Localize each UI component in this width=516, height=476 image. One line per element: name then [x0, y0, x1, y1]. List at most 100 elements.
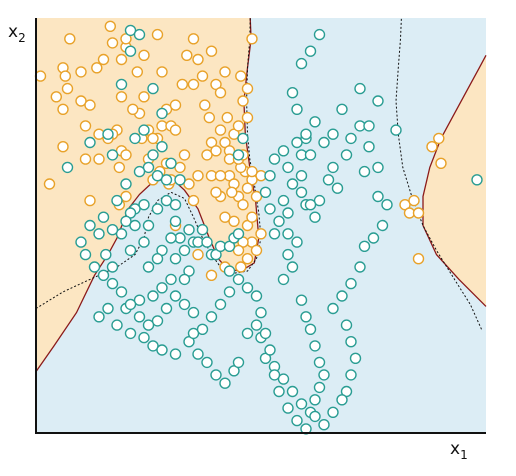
teal-point-155: [142, 319, 155, 331]
teal-point-91: [291, 236, 303, 248]
teal-point-24: [151, 203, 164, 215]
orange-point-109: [120, 149, 132, 161]
orange-point-100: [84, 99, 96, 111]
orange-point-105: [43, 178, 56, 190]
teal-point-190: [286, 86, 299, 99]
orange-point-28: [187, 33, 200, 45]
orange-point-61: [241, 82, 254, 95]
orange-point-104: [57, 103, 69, 116]
teal-point-193: [313, 28, 326, 41]
teal-point-159: [106, 277, 119, 290]
teal-point-125: [327, 302, 339, 315]
teal-point-175: [156, 107, 168, 120]
teal-point-170: [156, 140, 168, 153]
teal-point-62: [169, 348, 182, 360]
teal-point-162: [79, 248, 92, 261]
teal-point-160: [97, 269, 110, 281]
orange-point-30: [192, 53, 204, 66]
teal-point-85: [304, 323, 317, 335]
teal-point-59: [138, 331, 150, 344]
teal-point-112: [340, 149, 353, 161]
teal-point-15: [120, 215, 132, 228]
orange-point-94: [246, 165, 258, 178]
axes: [35, 18, 486, 434]
teal-point-103: [295, 169, 308, 182]
teal-point-77: [286, 385, 299, 398]
teal-point-131: [336, 394, 348, 406]
orange-point-34: [205, 45, 218, 57]
teal-point-198: [277, 194, 290, 207]
teal-point-164: [84, 219, 96, 232]
teal-point-183: [354, 82, 366, 95]
orange-point-62: [235, 70, 247, 82]
teal-point-12: [138, 198, 150, 211]
orange-point-106: [93, 153, 105, 165]
teal-point-144: [241, 282, 254, 294]
teal-point-132: [327, 406, 339, 418]
teal-point-92: [282, 228, 294, 240]
teal-point-178: [471, 174, 483, 186]
teal-point-138: [273, 385, 285, 398]
teal-point-157: [124, 298, 137, 311]
teal-point-50: [165, 273, 177, 286]
orange-point-76: [241, 253, 254, 265]
teal-point-86: [300, 311, 312, 323]
teal-point-134: [309, 410, 321, 423]
orange-point-16: [131, 66, 144, 78]
teal-point-179: [372, 161, 384, 174]
teal-point-167: [120, 178, 132, 190]
teal-point-102: [304, 149, 317, 161]
orange-point-77: [219, 211, 231, 223]
teal-point-35: [165, 232, 177, 244]
teal-point-120: [367, 232, 380, 244]
teal-point-90: [282, 248, 294, 261]
teal-point-172: [174, 174, 186, 186]
teal-point-84: [309, 340, 321, 352]
orange-point-45: [174, 161, 186, 174]
orange-point-6: [79, 120, 92, 132]
y-axis-label: x2: [8, 22, 26, 45]
teal-point-16: [115, 228, 128, 240]
teal-point-107: [309, 211, 321, 223]
teal-point-184: [336, 103, 348, 116]
teal-point-2: [124, 45, 137, 57]
orange-point-25: [169, 124, 182, 136]
teal-point-71: [241, 327, 254, 340]
teal-point-152: [169, 290, 182, 302]
orange-point-17: [138, 91, 150, 103]
teal-point-128: [349, 352, 362, 364]
orange-point-98: [120, 190, 132, 203]
teal-point-108: [313, 194, 326, 207]
teal-point-154: [151, 315, 164, 327]
teal-point-9: [142, 161, 155, 174]
teal-point-33: [142, 261, 155, 273]
orange-point-118: [192, 248, 204, 261]
orange-point-86: [226, 186, 238, 199]
teal-point-186: [318, 136, 330, 149]
orange-point-50: [201, 149, 213, 161]
teal-point-149: [196, 323, 209, 335]
teal-point-143: [250, 290, 263, 302]
teal-point-196: [268, 228, 281, 240]
teal-point-10: [151, 169, 164, 182]
teal-point-145: [232, 273, 245, 286]
teal-point-133: [318, 419, 330, 431]
orange-point-2: [64, 33, 76, 45]
orange-point-26: [176, 78, 189, 91]
teal-point-40: [201, 236, 213, 248]
teal-point-94: [264, 203, 276, 215]
teal-point-65: [192, 348, 204, 360]
orange-point-122: [408, 194, 420, 207]
teal-point-158: [115, 286, 128, 298]
teal-point-176: [232, 149, 245, 161]
teal-point-58: [124, 327, 137, 340]
orange-point-29: [187, 78, 200, 91]
teal-point-115: [363, 140, 375, 153]
teal-point-99: [291, 136, 303, 149]
orange-point-11: [97, 53, 110, 66]
teal-point-150: [187, 306, 200, 319]
teal-point-6: [138, 124, 150, 136]
teal-point-93: [273, 215, 285, 228]
orange-point-36: [214, 86, 227, 99]
data-points: [34, 20, 483, 435]
